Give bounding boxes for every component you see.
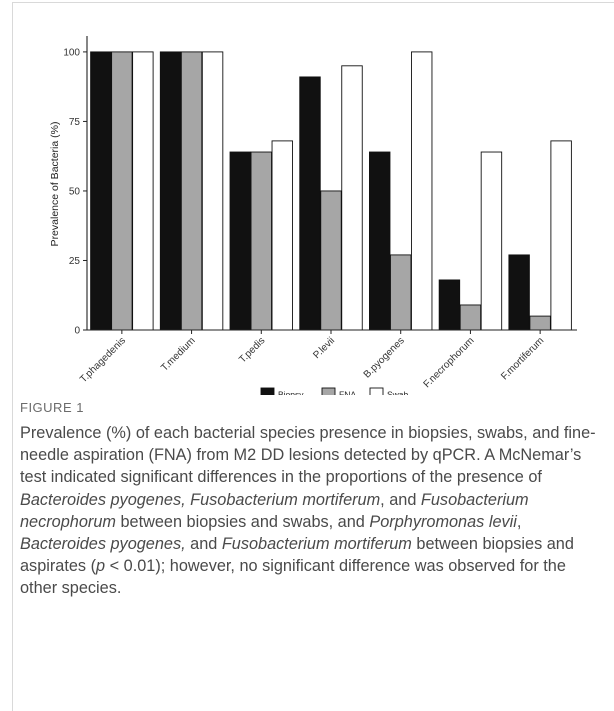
bar-biopsy-f-mortiferum <box>508 254 530 331</box>
x-tick-label: B.pyogenes <box>362 335 407 380</box>
caption-run: , <box>516 512 522 531</box>
x-tick-label: T.pedis <box>237 335 267 365</box>
caption-run: Bacteroides pyogenes, <box>20 535 186 554</box>
bar-swab-p-levii <box>341 65 363 331</box>
bar-biopsy-p-levii <box>299 76 321 331</box>
figure-caption: Prevalence (%) of each bacterial species… <box>20 422 605 600</box>
bar-biopsy-b-pyogenes <box>369 151 391 331</box>
y-axis-ticks: 0 25 50 75 100 <box>63 47 87 337</box>
caption-run: Porphyromonas levii <box>369 512 517 531</box>
bar-swab-t-pedis <box>271 140 293 331</box>
x-tick-label: F.mortiferum <box>499 335 546 382</box>
caption-run: Bacteroides pyogenes, Fusobacterium mort… <box>20 490 381 509</box>
bar-biopsy-t-pedis <box>229 151 251 331</box>
legend: Biopsy FNA Swab <box>260 387 409 396</box>
axes <box>86 36 577 331</box>
legend-label-biopsy: Biopsy <box>278 390 304 396</box>
bar-biopsy-t-phagedenis <box>90 51 112 331</box>
bar-chart: Prevalence of Bacteria (%) 0 25 50 75 100 T.… <box>49 36 577 396</box>
frame-left-border <box>12 2 13 711</box>
bar-swab-t-phagedenis <box>132 51 154 331</box>
legend-swatch-biopsy <box>260 387 275 395</box>
bar-fna-t-pedis <box>250 151 272 331</box>
y-axis-title: Prevalence of Bacteria (%) <box>49 122 61 247</box>
bar-fna-f-mortiferum <box>529 315 551 331</box>
x-axis-ticks: T.phagedenis T.medium T.pedis P.levii B.pyog… <box>78 330 546 390</box>
bar-fna-t-phagedenis <box>111 51 133 331</box>
x-tick-label: T.phagedenis <box>78 335 128 385</box>
caption-run: Fusobacterium necrophorum <box>20 490 529 531</box>
bar-fna-t-medium <box>180 51 203 331</box>
figure-label: FIGURE 1 <box>20 400 84 415</box>
bar-fna-f-necrophorum <box>459 304 482 331</box>
y-tick-label: 0 <box>74 326 80 337</box>
bar-swab-t-medium <box>201 51 224 331</box>
caption-run: between biopsies and swabs, and <box>115 512 370 531</box>
bar-biopsy-f-necrophorum <box>438 279 461 331</box>
caption-run: < 0.01); however, no significant differe… <box>20 557 566 598</box>
caption-run: , and <box>380 490 421 509</box>
bar-biopsy-t-medium <box>159 51 182 331</box>
x-tick-label: P.levii <box>311 335 337 361</box>
legend-swatch-fna <box>321 387 336 395</box>
frame-top-border <box>12 2 614 3</box>
caption-run: between biopsies and aspirates ( <box>20 535 574 576</box>
caption-run: Fusobacterium mortiferum <box>221 535 412 554</box>
caption-run: Prevalence (%) of each bacterial species… <box>20 424 596 487</box>
legend-label-swab: Swab <box>387 390 409 396</box>
y-tick-label: 100 <box>63 47 80 58</box>
bar-swab-f-necrophorum <box>480 151 503 331</box>
x-tick-label: T.medium <box>159 335 197 373</box>
y-tick-label: 50 <box>69 186 81 197</box>
bar-swab-b-pyogenes <box>411 51 433 331</box>
bar-fna-b-pyogenes <box>390 254 412 331</box>
y-tick-label: 25 <box>69 256 81 267</box>
caption-run: p <box>96 557 106 576</box>
y-axis-title-group: Prevalence of Bacteria (%) <box>49 122 61 247</box>
x-tick-label: F.necrophorum <box>422 335 477 390</box>
caption-run: and <box>185 535 222 554</box>
legend-swatch-swab <box>369 387 384 395</box>
legend-label-fna: FNA <box>339 390 356 396</box>
bar-fna-p-levii <box>320 190 342 331</box>
y-tick-label: 75 <box>69 117 81 128</box>
bar-swab-f-mortiferum <box>550 140 572 331</box>
bars <box>90 51 572 331</box>
